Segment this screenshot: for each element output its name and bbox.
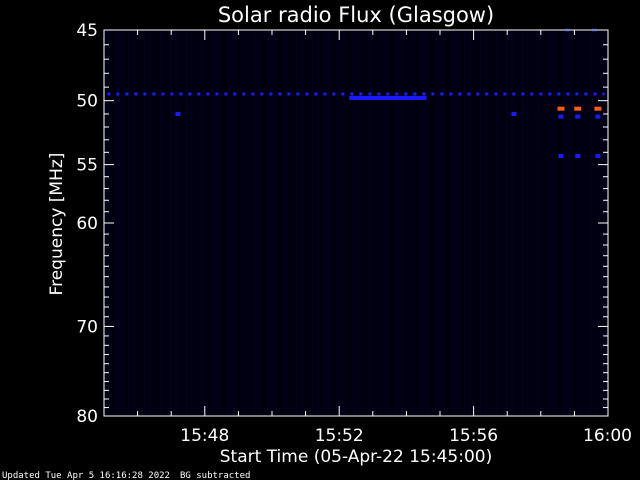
y-tick-label: 80 bbox=[76, 407, 98, 427]
spectral-spot bbox=[574, 106, 582, 111]
chart-title: Solar radio Flux (Glasgow) bbox=[218, 3, 494, 27]
spectral-spot bbox=[558, 154, 564, 159]
y-tick-label: 60 bbox=[76, 214, 98, 234]
spectral-spot bbox=[595, 114, 601, 119]
bg-subtracted-note: BG subtracted bbox=[180, 471, 250, 480]
spectral-spot bbox=[557, 106, 565, 111]
updated-timestamp: Updated Tue Apr 5 16:16:28 2022 bbox=[2, 471, 170, 480]
spectral-spot bbox=[511, 111, 517, 116]
x-tick-label: 15:48 bbox=[180, 426, 229, 446]
y-tick-label: 70 bbox=[76, 317, 98, 337]
spectral-spot bbox=[595, 154, 601, 159]
x-tick-label: 15:56 bbox=[449, 426, 498, 446]
y-axis-label: Frequency [MHz] bbox=[47, 153, 67, 296]
y-tick-label: 50 bbox=[76, 92, 98, 112]
x-tick-label: 15:52 bbox=[315, 426, 364, 446]
x-tick-label: 16:00 bbox=[583, 426, 632, 446]
spectral-spot bbox=[175, 111, 181, 116]
y-tick-label: 45 bbox=[76, 21, 98, 41]
y-tick-label: 55 bbox=[76, 156, 98, 176]
x-axis-ticks: 15:48 15:52 15:56 16:00 bbox=[103, 30, 632, 446]
x-axis-label: Start Time (05-Apr-22 15:45:00) bbox=[220, 447, 492, 467]
spectral-spot bbox=[594, 106, 602, 111]
y-axis-ticks: 45 50 55 60 70 80 bbox=[76, 21, 608, 427]
spectral-spot bbox=[558, 114, 564, 119]
spectral-spot bbox=[575, 154, 581, 159]
spectral-spot bbox=[575, 114, 581, 119]
spectral-band bbox=[349, 95, 427, 100]
plot-background bbox=[104, 30, 608, 416]
plot-area bbox=[104, 30, 608, 416]
